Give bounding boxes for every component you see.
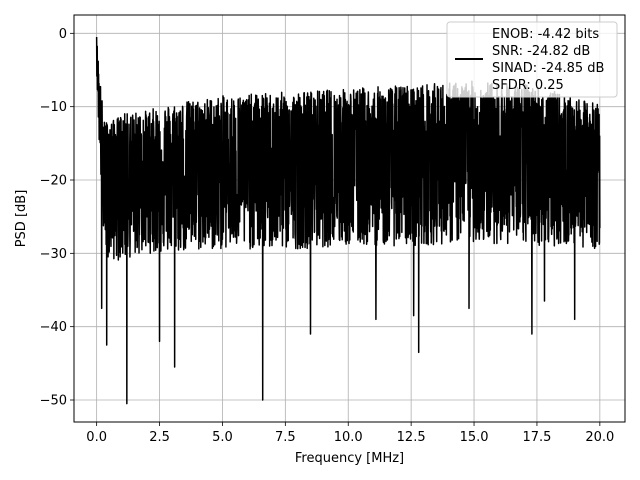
x-tick-label: 12.5 <box>397 430 426 445</box>
x-axis: 0.0 2.5 5.0 7.5 10.0 12.5 15.0 17.5 20.0 <box>86 422 614 445</box>
legend-entry-sinad: SINAD: -24.85 dB <box>492 61 604 76</box>
x-tick-label: 17.5 <box>522 430 551 445</box>
legend: ENOB: -4.42 bits SNR: -24.82 dB SINAD: -… <box>446 21 618 98</box>
psd-series-line <box>95 36 601 405</box>
x-tick-label: 15.0 <box>460 430 489 445</box>
legend-entry-enob: ENOB: -4.42 bits <box>492 27 599 42</box>
series-layer <box>95 36 601 405</box>
x-tick-label: 5.0 <box>212 430 233 445</box>
axes-frame <box>73 14 626 423</box>
x-tick-label: 7.5 <box>275 430 296 445</box>
y-tick-label: −50 <box>40 394 67 409</box>
legend-entry-snr: SNR: -24.82 dB <box>492 44 590 59</box>
y-axis-label: PSD [dB] <box>14 190 29 248</box>
legend-frame <box>446 21 618 98</box>
x-tick-label: 2.5 <box>149 430 170 445</box>
x-axis-label: Frequency [MHz] <box>295 451 404 466</box>
y-tick-label: −40 <box>40 320 67 335</box>
y-tick-label: −10 <box>40 100 67 115</box>
x-tick-label: 0.0 <box>86 430 107 445</box>
y-tick-label: −30 <box>40 247 67 262</box>
x-tick-label: 10.0 <box>334 430 363 445</box>
y-tick-label: 0 <box>59 27 67 42</box>
legend-entry-sfdr: SFDR: 0.25 <box>492 78 564 93</box>
y-tick-label: −20 <box>40 174 67 189</box>
y-axis: 0 −10 −20 −30 −40 −50 <box>40 27 74 409</box>
x-tick-label: 20.0 <box>585 430 614 445</box>
